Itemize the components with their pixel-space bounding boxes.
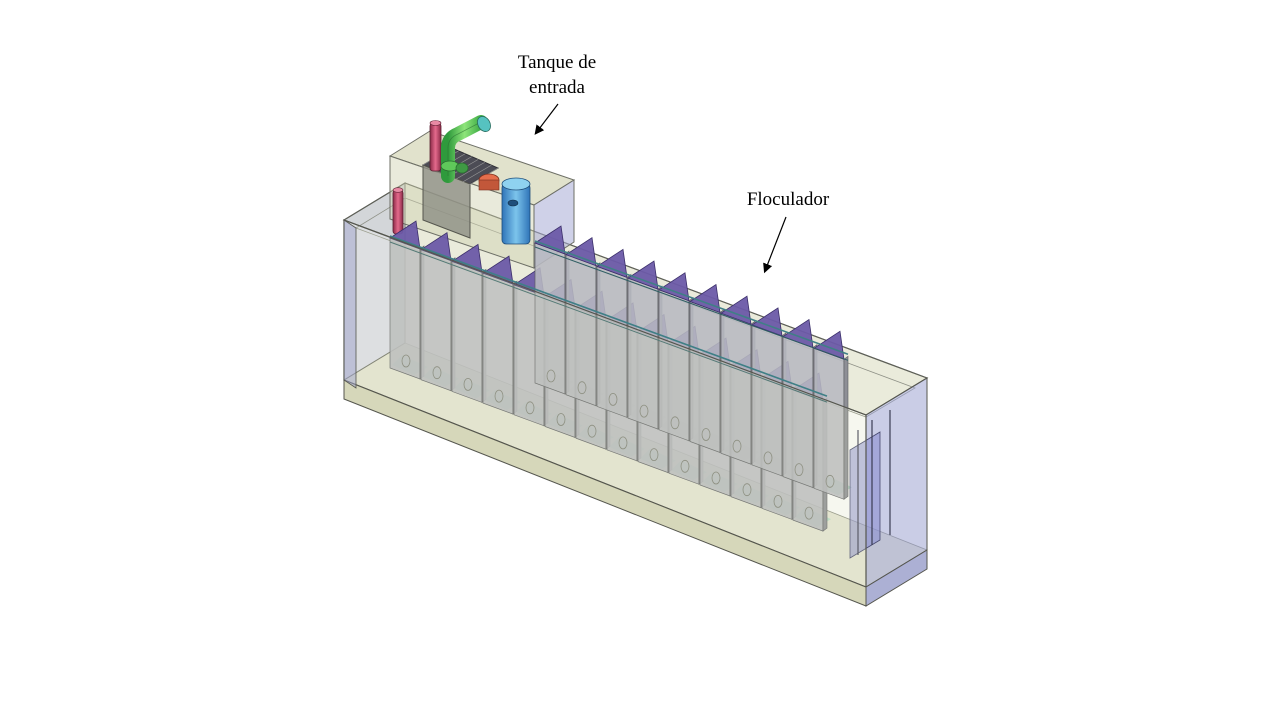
pipe-blue — [501, 183, 531, 245]
baffle-ring — [401, 354, 411, 368]
baffle-ring — [587, 424, 597, 438]
screen-line — [462, 164, 492, 183]
baffle-support-rods — [389, 235, 849, 403]
tank-left-wall-front — [343, 219, 357, 389]
baffle-ring — [463, 377, 473, 391]
arrow-tanque — [534, 103, 559, 135]
label-tanque-line2: entrada — [529, 77, 585, 98]
baffle-ring — [618, 436, 628, 450]
tank-front-lip-side — [865, 549, 928, 607]
baffle-top — [389, 220, 421, 250]
baffle-ring — [577, 381, 587, 395]
baffle-ring — [639, 404, 649, 418]
baffle-ring — [763, 451, 773, 465]
tank-right-end — [849, 377, 928, 588]
baffle-ring — [546, 369, 556, 383]
baffle-ring — [608, 392, 618, 406]
pipe-red-1 — [429, 122, 442, 172]
support-rod — [534, 240, 849, 356]
baffle-ring — [732, 439, 742, 453]
baffle-ring — [773, 494, 783, 508]
label-floculador: Floculador — [746, 189, 830, 210]
baffle-top — [451, 243, 483, 274]
baffle-top — [420, 232, 452, 262]
support-rod — [389, 235, 828, 397]
pipe-red-2 — [392, 189, 404, 235]
baffle-ring — [680, 459, 690, 473]
baffle-ring — [742, 483, 752, 497]
baffle-top — [482, 255, 514, 285]
baffle-ring — [701, 428, 711, 441]
baffle-array — [389, 220, 849, 532]
baffle-ring — [804, 506, 814, 520]
baffle-ring — [794, 463, 804, 477]
baffle-top — [596, 248, 628, 279]
baffle-ring — [711, 471, 721, 485]
baffle-ring — [825, 474, 835, 488]
baffle-top — [565, 237, 597, 267]
baffle-top — [751, 307, 783, 337]
tank-front — [343, 219, 928, 607]
baffle-ring — [494, 389, 504, 403]
baffle-ring — [670, 416, 680, 430]
arrow-floculador — [763, 216, 787, 274]
screen-line — [455, 162, 486, 180]
baffle-ring — [432, 366, 442, 380]
baffle-edge — [843, 355, 849, 500]
label-tanque-de-entrada: Tanque de entrada — [500, 50, 614, 100]
baffle-ring — [649, 448, 659, 462]
support-rod — [534, 246, 849, 361]
baffle-ring — [556, 413, 566, 426]
inlet-pipes — [392, 115, 531, 245]
baffle-top — [534, 225, 566, 255]
support-rod — [389, 241, 828, 403]
baffle-ring — [525, 401, 535, 415]
label-tanque-line1: Tanque de — [517, 52, 597, 73]
